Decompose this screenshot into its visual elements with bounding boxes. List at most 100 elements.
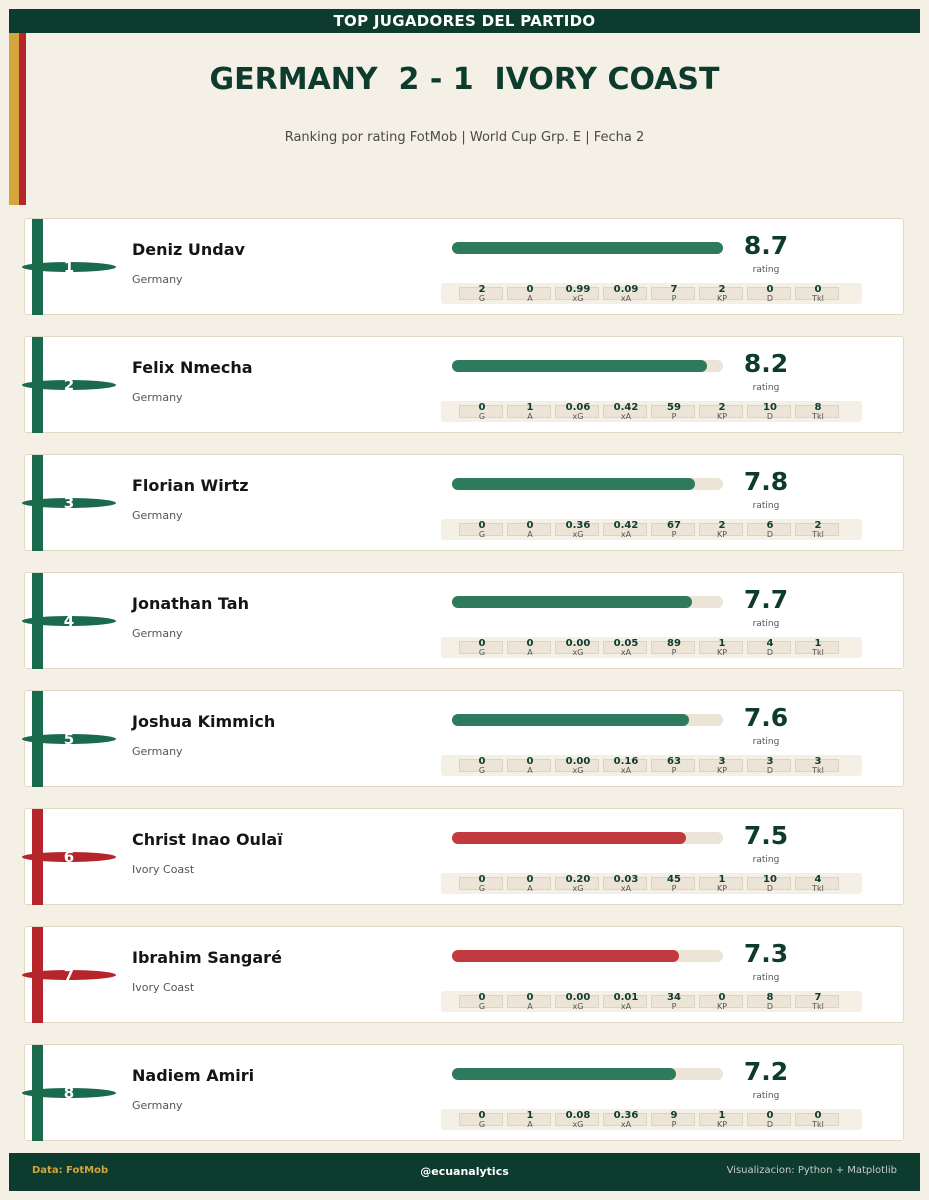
stat-cell: 0.09 xA xyxy=(603,284,647,303)
stat-value: 59 xyxy=(667,402,681,413)
stats-row: 2 G 0 A 0.99 xG 0.09 xA 7 P 2 KP 0 D 0 xyxy=(441,283,862,304)
rating-bar-fill xyxy=(452,596,692,608)
rating-label: rating xyxy=(752,383,780,393)
rank-number: 3 xyxy=(63,494,75,512)
stat-cell: 0.20 xG xyxy=(555,874,599,893)
stat-label: A xyxy=(527,884,533,893)
player-team: Germany xyxy=(132,1099,183,1112)
stat-value: 0.00 xyxy=(565,992,591,1003)
player-card: 1 Deniz Undav Germany 8.7 rating 2 G 0 A… xyxy=(22,218,904,315)
stat-value: 0.42 xyxy=(613,402,639,413)
stat-value: 0 xyxy=(478,1110,486,1121)
player-team: Germany xyxy=(132,273,183,286)
player-team: Ivory Coast xyxy=(132,863,195,876)
stat-cell: 0 G xyxy=(459,874,503,893)
player-team: Germany xyxy=(132,745,183,758)
stat-label: Tkl xyxy=(812,1120,824,1129)
stat-label: KP xyxy=(716,412,728,421)
rank-badge xyxy=(22,380,116,390)
match-subtitle: Ranking por rating FotMob | World Cup Gr… xyxy=(284,130,645,145)
stat-label: D xyxy=(766,766,774,775)
player-team: Ivory Coast xyxy=(132,981,195,994)
stat-cell: 0 G xyxy=(459,638,503,657)
stat-label: P xyxy=(671,530,677,539)
stat-label: KP xyxy=(716,766,728,775)
stat-cell: 34 P xyxy=(651,992,695,1011)
stat-label: A xyxy=(527,648,533,657)
stat-cell: 0.99 xG xyxy=(555,284,599,303)
player-team: Germany xyxy=(132,391,183,404)
rating-value: 7.6 xyxy=(743,703,789,732)
stat-cell: 9 P xyxy=(651,1110,695,1129)
stat-cell: 0 A xyxy=(507,520,551,539)
rating-bar-track xyxy=(452,950,723,962)
stat-label: xG xyxy=(572,530,584,539)
header-banner: TOP JUGADORES DEL PARTIDO xyxy=(9,9,920,33)
stats-row: 0 G 1 A 0.06 xG 0.42 xA 59 P 2 KP 10 D xyxy=(441,401,862,422)
rank-badge xyxy=(22,970,116,980)
player-name: Florian Wirtz xyxy=(132,476,249,495)
stat-label: P xyxy=(671,648,677,657)
rating-value: 7.7 xyxy=(743,585,789,614)
rating-bar-fill xyxy=(452,478,695,490)
stat-value: 34 xyxy=(667,992,681,1003)
stat-label: D xyxy=(766,1120,774,1129)
stat-value: 0.36 xyxy=(565,520,591,531)
stat-label: KP xyxy=(716,1120,728,1129)
player-card: 8 Nadiem Amiri Germany 7.2 rating 0 G 1 … xyxy=(22,1044,904,1141)
rank-number: 6 xyxy=(63,848,75,866)
footer-credit: Visualizacion: Python + Matplotlib xyxy=(726,1165,897,1176)
stat-label: KP xyxy=(716,648,728,657)
rank-badge xyxy=(22,616,116,626)
stat-cell: 0 G xyxy=(459,1110,503,1129)
rating-bar-fill xyxy=(452,242,723,254)
stat-label: xG xyxy=(572,884,584,893)
stats-row: 0 G 0 A 0.36 xG 0.42 xA 67 P 2 KP 6 D 2 xyxy=(441,519,862,540)
stat-cell: 0.16 xA xyxy=(603,756,647,775)
stat-label: G xyxy=(478,530,486,539)
stat-label: xA xyxy=(620,294,632,303)
stat-label: Tkl xyxy=(812,884,824,893)
stat-cell: 2 KP xyxy=(699,402,743,421)
stat-label: A xyxy=(527,1120,533,1129)
stat-value: 0 xyxy=(526,992,534,1003)
stat-cell: 0.36 xG xyxy=(555,520,599,539)
stat-label: A xyxy=(527,530,533,539)
stat-value: 0 xyxy=(718,992,726,1003)
accent-bar-red xyxy=(19,33,26,205)
stat-cell: 1 Tkl xyxy=(795,638,839,657)
stat-value: 3 xyxy=(766,756,774,767)
stat-label: xG xyxy=(572,1002,584,1011)
rating-bar-track xyxy=(452,360,723,372)
stat-cell: 63 P xyxy=(651,756,695,775)
stat-label: xG xyxy=(572,648,584,657)
player-name: Joshua Kimmich xyxy=(132,712,276,731)
player-team: Germany xyxy=(132,627,183,640)
stat-cell: 2 KP xyxy=(699,284,743,303)
stat-label: Tkl xyxy=(812,294,824,303)
stat-cell: 7 Tkl xyxy=(795,992,839,1011)
rating-value: 7.5 xyxy=(743,821,789,850)
stat-value: 89 xyxy=(667,638,681,649)
stat-cell: 0 G xyxy=(459,520,503,539)
stat-cell: 0.01 xA xyxy=(603,992,647,1011)
stat-cell: 3 KP xyxy=(699,756,743,775)
stat-value: 1 xyxy=(526,1110,534,1121)
rating-label: rating xyxy=(752,737,780,747)
stat-cell: 7 P xyxy=(651,284,695,303)
stat-label: xA xyxy=(620,884,632,893)
stat-cell: 0 G xyxy=(459,756,503,775)
stat-value: 0.09 xyxy=(613,284,639,295)
stat-value: 0 xyxy=(526,874,534,885)
rating-value: 7.8 xyxy=(743,467,789,496)
rating-label: rating xyxy=(752,973,780,983)
stat-label: xA xyxy=(620,412,632,421)
stat-cell: 0 A xyxy=(507,992,551,1011)
stat-label: xG xyxy=(572,412,584,421)
stat-value: 0.42 xyxy=(613,520,639,531)
stat-label: P xyxy=(671,1002,677,1011)
stat-label: xA xyxy=(620,1120,632,1129)
stat-label: G xyxy=(478,412,486,421)
rank-number: 5 xyxy=(63,730,75,748)
stat-cell: 0.00 xG xyxy=(555,756,599,775)
